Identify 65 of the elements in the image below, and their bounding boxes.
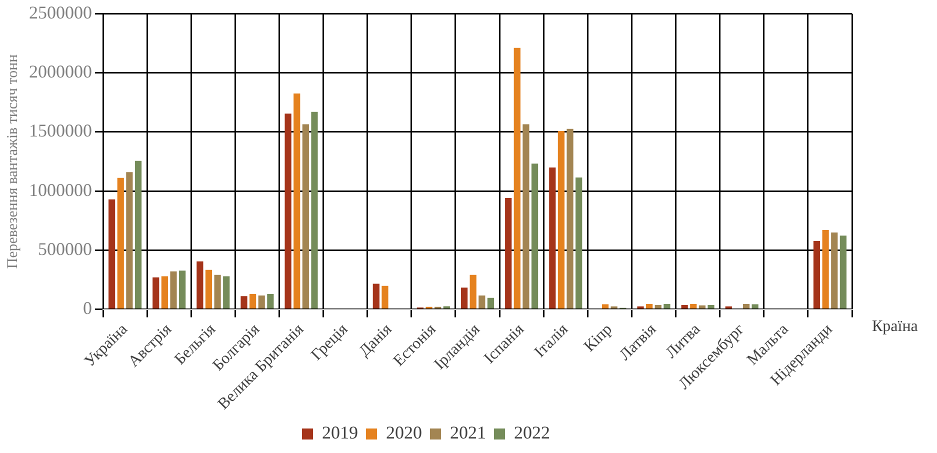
- bar: [214, 274, 221, 309]
- bar: [742, 304, 750, 309]
- bar: [822, 230, 829, 309]
- bar: [478, 295, 486, 309]
- bar: [531, 164, 538, 309]
- bar: [152, 277, 160, 309]
- bar: [708, 305, 714, 309]
- bar: [487, 298, 494, 309]
- bar: [117, 178, 124, 309]
- bar: [179, 270, 186, 309]
- y-tick-label: 1000000: [29, 180, 92, 200]
- bar: [690, 304, 697, 309]
- bar: [698, 305, 706, 309]
- bar: [372, 284, 380, 309]
- bar: [566, 128, 574, 309]
- bar: [505, 198, 512, 309]
- bar: [267, 294, 274, 309]
- bar: [294, 93, 300, 309]
- bar: [161, 276, 168, 309]
- bar: [813, 240, 820, 309]
- bar: [240, 296, 248, 309]
- bar: [382, 286, 388, 309]
- bar: [460, 288, 468, 309]
- bar: [258, 295, 265, 309]
- bar: [443, 306, 450, 309]
- y-tick-label: 0: [83, 298, 92, 318]
- bar: [831, 232, 838, 309]
- x-axis-title: Країна: [872, 318, 918, 336]
- x-tick-label: Кіпр: [581, 320, 616, 356]
- bar: [284, 114, 292, 309]
- bar: [223, 276, 230, 309]
- bar: [522, 124, 530, 309]
- bar: [654, 305, 662, 309]
- bar: [196, 261, 204, 309]
- bar: [610, 306, 618, 309]
- bar: [725, 306, 732, 309]
- legend-label: 2021: [450, 422, 486, 443]
- bar: [840, 236, 846, 309]
- bar: [134, 160, 142, 309]
- bar: [311, 112, 318, 309]
- y-tick-label: 500000: [38, 238, 92, 259]
- y-tick-label: 2000000: [29, 62, 92, 82]
- bar: [558, 131, 565, 309]
- bar: [108, 199, 116, 309]
- bar: [602, 304, 609, 309]
- bar: [664, 304, 670, 309]
- legend-label: 2019: [322, 422, 358, 443]
- bar: [681, 305, 688, 309]
- bar: [249, 294, 256, 309]
- bar: [470, 274, 476, 309]
- bar: [302, 124, 309, 309]
- bar: [576, 177, 582, 309]
- bar: [752, 304, 758, 309]
- bar: [549, 168, 556, 309]
- y-tick-label: 1500000: [29, 120, 92, 141]
- legend-label: 2022: [514, 422, 550, 443]
- y-axis-title: Перевезення вантажів тисяч тонн: [4, 54, 21, 269]
- y-tick-label: 2500000: [29, 2, 92, 23]
- legend-label: 2020: [386, 422, 422, 443]
- bar: [126, 172, 133, 309]
- bar: [170, 271, 177, 309]
- bar: [646, 304, 653, 309]
- bar: [637, 306, 644, 309]
- bar: [205, 270, 212, 309]
- bar: [514, 48, 520, 309]
